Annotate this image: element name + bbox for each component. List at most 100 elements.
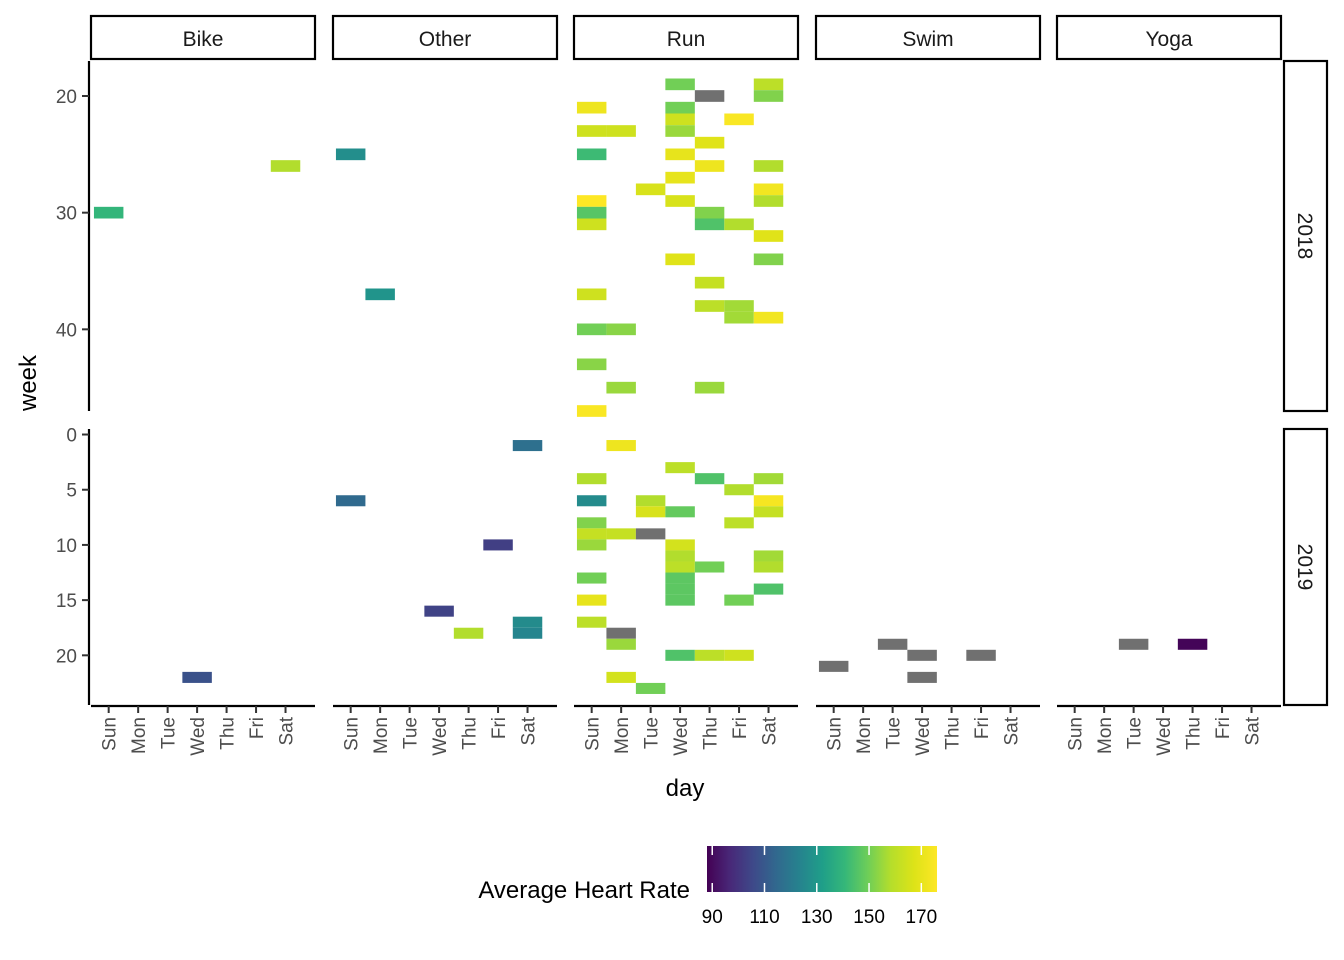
y-tick-label: 40 (56, 320, 77, 341)
heatmap-cell (635, 506, 666, 518)
x-tick-label: Thu (218, 717, 239, 750)
legend-tick-label: 130 (801, 907, 833, 928)
strip-label: Yoga (1145, 28, 1192, 51)
heatmap-cell (753, 583, 784, 595)
heatmap-cell (694, 90, 725, 102)
heatmap-cell (724, 300, 754, 312)
y-axis-title: week (15, 354, 42, 412)
heatmap-cell (512, 440, 543, 452)
x-tick-label: Thu (701, 717, 722, 750)
x-axis-title: day (666, 775, 705, 802)
heatmap-cell (753, 90, 784, 102)
x-tick-label: Fri (1213, 717, 1234, 739)
heatmap-cell (665, 171, 695, 184)
strip-other: Other (331, 14, 559, 61)
strip-label: Other (419, 28, 472, 51)
heatmap-cell (606, 323, 636, 336)
legend-title: Average Heart Rate (478, 877, 690, 904)
x-tick-label: Tue (401, 717, 422, 749)
heatmap-cell (694, 649, 725, 661)
heatmap-cell (694, 160, 725, 172)
heatmap-cell (576, 323, 607, 336)
heatmap-cell (724, 311, 754, 324)
heatmap-cell (665, 506, 695, 518)
heatmap-cell (576, 206, 607, 219)
heatmap-cell (182, 671, 212, 683)
heatmap-cell (665, 148, 695, 161)
strip-label: 2019 (1293, 544, 1316, 591)
x-tick-label: Sat (519, 716, 540, 745)
x-tick-label: Fri (247, 717, 268, 739)
heatmap-cell (753, 495, 784, 507)
strip-bike: Bike (89, 14, 317, 61)
heatmap-cell (424, 605, 454, 617)
strip-label: Swim (902, 28, 953, 51)
heatmap-cell (753, 78, 784, 91)
heatmap-cell (665, 550, 695, 562)
heatmap-cell (512, 627, 543, 639)
legend-ticks: 90 110 130 150 170 (702, 846, 937, 928)
heatmap-cell (576, 616, 607, 628)
x-tick-label: Sun (825, 717, 846, 751)
heatmap-cell (576, 517, 607, 529)
strip-2019: 2019 (1282, 427, 1329, 707)
heatmap-cell (576, 594, 607, 606)
heatmap-cell (93, 206, 124, 219)
heatmap-cell (576, 125, 607, 137)
heatmap-cell (694, 473, 725, 485)
heatmap-cell (576, 195, 607, 207)
legend-tick-label: 170 (905, 907, 937, 928)
heatmap-cell (665, 572, 695, 584)
x-tick-label: Sun (583, 717, 604, 751)
x-tick-label: Sat (277, 716, 298, 745)
x-tick-label: Sun (342, 717, 363, 751)
y-tick-label: 20 (56, 87, 77, 108)
x-tick-label: Mon (129, 717, 150, 754)
x-tick-label: Wed (671, 717, 692, 756)
heatmap-cell (694, 206, 725, 219)
heatmap-cell (694, 276, 725, 289)
y-tick-label: 5 (66, 481, 77, 502)
heatmap-cell (724, 484, 754, 496)
heatmap-cell (665, 78, 695, 91)
heatmap-cell (606, 381, 636, 394)
heatmap-cell (576, 218, 607, 231)
strip-label: Bike (183, 28, 224, 51)
strip-label: 2018 (1293, 213, 1316, 260)
heatmap-cell (1118, 638, 1149, 650)
heatmap-cell (907, 649, 937, 661)
x-tick-label: Fri (489, 717, 510, 739)
heatmap-cell (665, 113, 695, 126)
heatmap-cell (907, 671, 937, 683)
heatmap-cell (453, 627, 484, 639)
heatmap-cell (753, 550, 784, 562)
heatmap-cell (724, 594, 754, 606)
x-tick-label: Sun (1066, 717, 1087, 751)
heatmap-cell (665, 561, 695, 573)
heatmap-cell (606, 671, 636, 683)
heatmap-cell (576, 528, 607, 540)
heatmap-cell (665, 462, 695, 474)
legend-tick-label: 90 (702, 907, 723, 928)
heatmap-cell (665, 539, 695, 551)
legend-tick-label: 110 (749, 907, 779, 928)
heatmap-cell (576, 148, 607, 161)
heatmap-cell (606, 125, 636, 137)
y-tick-label: 0 (66, 426, 77, 447)
heatmap-cell (606, 528, 636, 540)
heatmap-cell (694, 136, 725, 149)
heatmap-cell (665, 101, 695, 114)
heatmap-cell (694, 381, 725, 394)
facet-strips-activity: Bike Other Run Swim Yoga (89, 14, 1283, 61)
heatmap-cell (576, 473, 607, 485)
heatmap-cell (576, 288, 607, 301)
x-tick-label: Mon (854, 717, 875, 754)
x-tick-label: Wed (430, 717, 451, 756)
x-tick-label: Sat (760, 716, 781, 745)
heatmap-cell (724, 517, 754, 529)
heatmap-cell (335, 148, 366, 161)
heatmap-cell (483, 539, 513, 551)
x-tick-label: Mon (1095, 717, 1116, 754)
heatmap-cell (724, 649, 754, 661)
